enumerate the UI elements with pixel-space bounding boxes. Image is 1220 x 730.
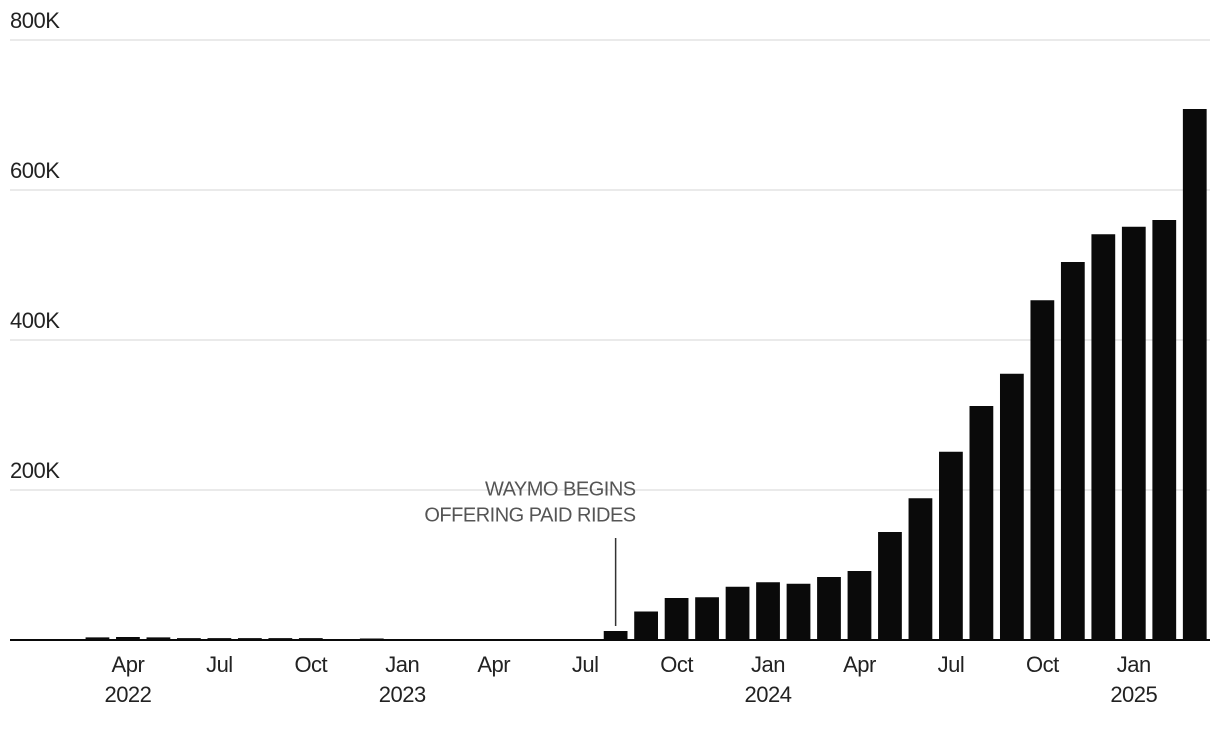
bar: [725, 586, 750, 640]
bar: [359, 638, 384, 640]
x-tick-label: Jul: [572, 652, 599, 677]
bar: [847, 571, 872, 640]
x-tick-label: Oct: [1026, 652, 1059, 677]
x-tick-label: Apr: [112, 652, 145, 677]
bar: [756, 582, 780, 640]
bar: [817, 577, 841, 640]
y-tick-label: 200K: [10, 458, 60, 483]
bar: [1121, 226, 1146, 640]
bar: [1030, 300, 1055, 640]
bar: [451, 639, 476, 640]
bar: [177, 638, 201, 640]
x-tick-label: Jan: [751, 652, 785, 677]
bar: [512, 639, 537, 640]
bar: [420, 639, 445, 640]
bar: [786, 583, 811, 640]
bar: [146, 637, 171, 640]
bar: [85, 637, 110, 640]
bar: [542, 639, 567, 640]
bar: [390, 639, 415, 640]
x-tick-label: Apr: [843, 652, 876, 677]
x-tick-label: Jul: [938, 652, 965, 677]
x-tick-label: Oct: [660, 652, 693, 677]
x-tick-label: Jul: [206, 652, 233, 677]
bar: [298, 638, 323, 640]
bar: [969, 406, 994, 640]
bar: [207, 638, 232, 640]
y-tick-label: 400K: [10, 308, 60, 333]
y-tick-label: 600K: [10, 158, 60, 183]
bar: [1091, 234, 1116, 640]
bar: [573, 639, 598, 640]
x-tick-label: Apr: [477, 652, 510, 677]
x-tick-label: Jan: [1117, 652, 1151, 677]
bar: [878, 532, 902, 640]
bar: [1182, 109, 1207, 640]
bar: [603, 631, 628, 640]
bar: [1152, 220, 1177, 640]
bar: [634, 611, 658, 640]
x-year-label: 2024: [745, 682, 792, 707]
x-year-label: 2025: [1110, 682, 1157, 707]
bar: [1060, 262, 1085, 640]
bar: [116, 637, 140, 640]
x-year-label: 2023: [379, 682, 426, 707]
bar: [481, 639, 506, 640]
bar: [939, 451, 963, 640]
x-tick-label: Oct: [294, 652, 327, 677]
bar: [329, 639, 354, 640]
annotation-text: WAYMO BEGINS: [485, 478, 636, 500]
bar: [237, 638, 262, 640]
bar: [999, 373, 1024, 640]
bar: [695, 597, 719, 640]
bar: [908, 498, 933, 640]
bar: [664, 598, 689, 640]
annotation-text: OFFERING PAID RIDES: [424, 504, 635, 526]
y-tick-label: 800K: [10, 8, 60, 33]
x-tick-label: Jan: [385, 652, 419, 677]
bar: [268, 638, 293, 640]
x-year-label: 2022: [104, 682, 151, 707]
